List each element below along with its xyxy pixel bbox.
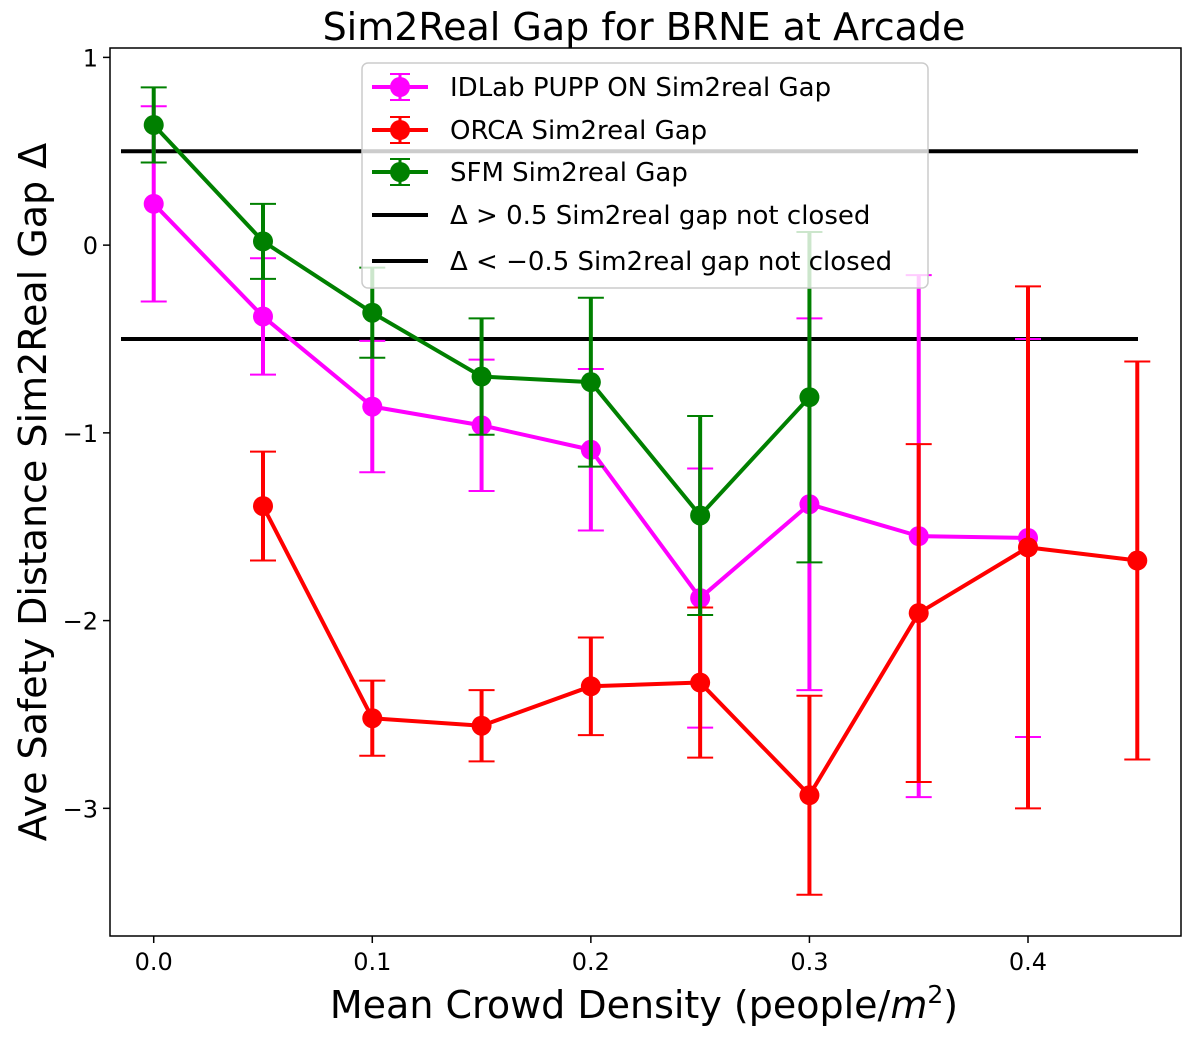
data-point xyxy=(362,396,383,417)
data-point xyxy=(362,708,383,729)
legend-label: SFM Sim2real Gap xyxy=(450,158,688,188)
data-point xyxy=(362,302,383,323)
legend-entry: IDLab PUPP ON Sim2real Gap xyxy=(372,73,831,103)
data-point xyxy=(253,496,273,517)
y-tick-label: −1 xyxy=(63,420,98,448)
legend-marker xyxy=(390,120,410,140)
legend-marker xyxy=(390,162,410,182)
data-point xyxy=(799,785,820,806)
y-axis-ticks: 1 0 −1 −2 −3 xyxy=(63,44,110,823)
y-tick-label: 0 xyxy=(83,232,98,260)
data-point xyxy=(143,114,164,135)
data-point xyxy=(690,505,711,526)
legend-label: Δ > 0.5 Sim2real gap not closed xyxy=(450,201,870,231)
x-tick-label: 0.3 xyxy=(790,948,828,976)
x-tick-label: 0.0 xyxy=(135,948,173,976)
x-axis-label-close: ) xyxy=(943,983,958,1027)
legend-entry: Δ < −0.5 Sim2real gap not closed xyxy=(372,247,892,277)
x-axis-label-unit: m xyxy=(890,983,927,1027)
x-axis-label-sup: 2 xyxy=(927,980,943,1009)
data-point xyxy=(471,366,492,387)
data-point xyxy=(580,372,601,393)
x-axis-label-main: Mean Crowd Density (people/ xyxy=(330,983,891,1027)
data-point xyxy=(580,676,601,697)
x-axis-label: Mean Crowd Density (people/m2) xyxy=(330,980,958,1027)
data-point xyxy=(690,672,711,693)
x-tick-label: 0.2 xyxy=(572,948,610,976)
y-tick-label: −2 xyxy=(63,608,98,636)
x-axis-ticks: 0.0 0.1 0.2 0.3 0.4 xyxy=(135,936,1047,976)
data-point xyxy=(471,715,492,736)
legend-label: ORCA Sim2real Gap xyxy=(450,116,707,146)
data-point xyxy=(1127,550,1148,571)
legend-entry: SFM Sim2real Gap xyxy=(372,158,688,188)
legend-label: IDLab PUPP ON Sim2real Gap xyxy=(450,73,831,103)
chart-title: Sim2Real Gap for BRNE at Arcade xyxy=(323,5,966,49)
x-tick-label: 0.1 xyxy=(353,948,391,976)
data-point xyxy=(1018,537,1038,558)
series-layer xyxy=(140,86,1151,896)
legend-box xyxy=(361,62,929,289)
x-tick-label: 0.4 xyxy=(1009,948,1047,976)
legend-marker xyxy=(390,77,410,97)
series-group xyxy=(250,285,1151,896)
y-tick-label: −3 xyxy=(63,795,98,823)
data-point xyxy=(143,193,164,214)
legend-entry: Δ > 0.5 Sim2real gap not closed xyxy=(372,201,870,231)
y-tick-label: 1 xyxy=(83,44,98,72)
plot-area xyxy=(109,47,1182,937)
legend: IDLab PUPP ON Sim2real Gap ORCA Sim2real … xyxy=(361,62,929,289)
data-point xyxy=(908,603,929,624)
legend-label: Δ < −0.5 Sim2real gap not closed xyxy=(450,247,892,277)
y-axis-label: Ave Safety Distance Sim2Real Gap Δ xyxy=(11,143,55,841)
legend-entry: ORCA Sim2real Gap xyxy=(372,116,707,146)
data-point xyxy=(799,387,820,408)
data-point xyxy=(253,306,273,327)
data-point xyxy=(253,231,273,252)
